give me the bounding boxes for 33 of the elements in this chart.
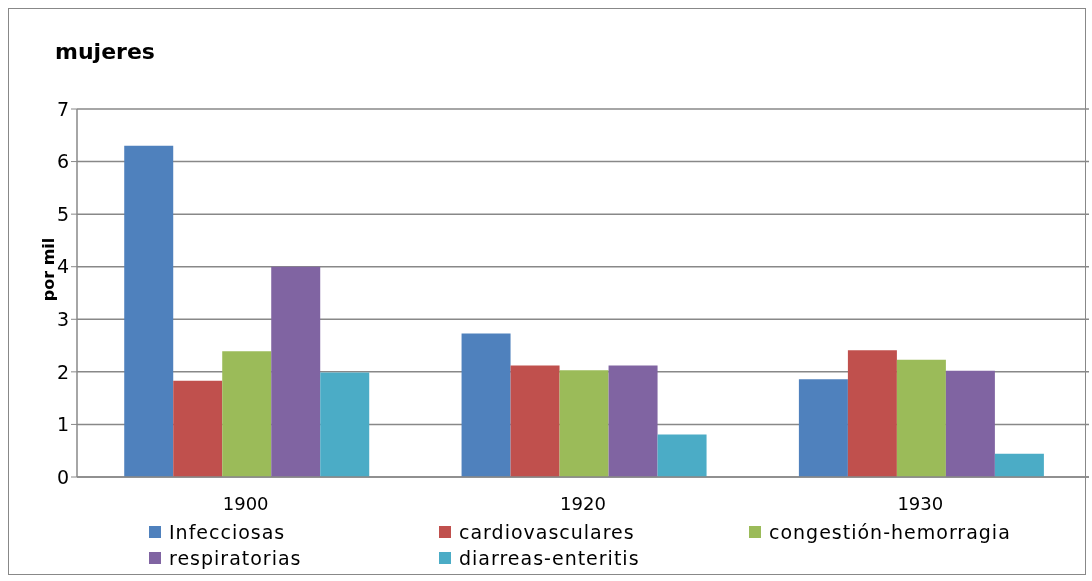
bar — [271, 266, 321, 477]
x-tick-label: 1920 — [560, 492, 606, 514]
bar — [798, 379, 848, 477]
bar — [896, 359, 946, 477]
legend-label: cardiovasculares — [459, 521, 635, 543]
legend-label: respiratorias — [169, 547, 302, 569]
y-tick-label: 3 — [56, 308, 69, 331]
y-tick-label: 1 — [56, 413, 69, 436]
chart-title: mujeres — [55, 39, 155, 64]
bar — [559, 370, 609, 477]
bar — [847, 350, 897, 477]
bar — [945, 370, 995, 477]
legend-label: Infecciosas — [169, 521, 286, 543]
bar — [173, 380, 223, 477]
bar — [222, 351, 272, 477]
y-tick-label: 0 — [56, 465, 69, 488]
bar — [124, 145, 174, 477]
legend-label: diarreas-enteritis — [459, 547, 640, 569]
y-tick-label: 7 — [56, 97, 69, 120]
bar — [510, 365, 560, 477]
bar — [320, 372, 370, 477]
bar — [994, 453, 1044, 477]
x-tick-label: 1900 — [222, 492, 269, 514]
bar — [461, 333, 511, 477]
y-axis-title: por mil — [39, 237, 59, 301]
y-tick-label: 5 — [56, 202, 69, 225]
y-tick-label: 6 — [56, 150, 69, 173]
bar — [657, 434, 707, 477]
y-tick-label: 4 — [56, 255, 69, 278]
legend-label: congestión-hemorragia — [769, 521, 1011, 543]
x-tick-label: 1930 — [897, 492, 944, 514]
y-tick-label: 2 — [56, 360, 69, 383]
bar — [608, 365, 658, 477]
